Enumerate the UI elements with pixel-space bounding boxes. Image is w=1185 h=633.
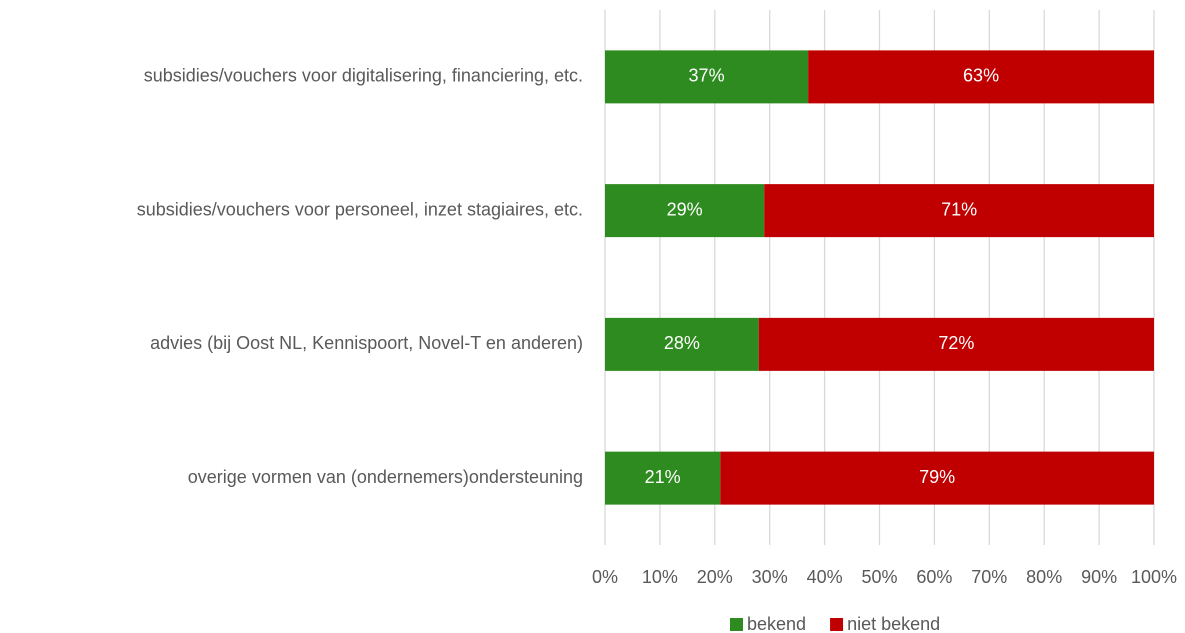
value-label: 79% [919,467,955,487]
legend-swatch [830,618,844,631]
value-label: 21% [645,467,681,487]
x-tick-label: 0% [592,567,618,587]
legend-label: bekend [747,614,806,633]
legend-label: niet bekend [847,614,940,633]
x-tick-label: 80% [1026,567,1062,587]
value-label: 28% [664,333,700,353]
category-label: advies (bij Oost NL, Kennispoort, Novel-… [150,333,583,353]
value-label: 37% [689,66,725,86]
bar-segment [764,184,1154,238]
value-label: 29% [667,199,703,219]
bar-segment [720,451,1154,505]
x-tick-label: 50% [861,567,897,587]
category-label: subsidies/vouchers voor personeel, inzet… [137,199,583,219]
bar-segment [605,317,759,371]
bar-segment [605,50,809,104]
value-label: 72% [938,333,974,353]
x-tick-label: 60% [916,567,952,587]
bar-segment [758,317,1154,371]
x-tick-label: 40% [807,567,843,587]
x-tick-label: 30% [752,567,788,587]
x-tick-label: 10% [642,567,678,587]
x-tick-label: 70% [971,567,1007,587]
bar-segment [605,451,721,505]
category-label: subsidies/vouchers voor digitalisering, … [144,66,583,86]
value-label: 63% [963,66,999,86]
legend-swatch [730,618,743,631]
bar-segment [605,184,765,238]
x-tick-label: 20% [697,567,733,587]
category-label: overige vormen van (ondernemers)onderste… [188,467,583,487]
x-tick-label: 90% [1081,567,1117,587]
bar-segment [808,50,1154,104]
x-tick-label: 100% [1131,567,1177,587]
value-label: 71% [941,199,977,219]
